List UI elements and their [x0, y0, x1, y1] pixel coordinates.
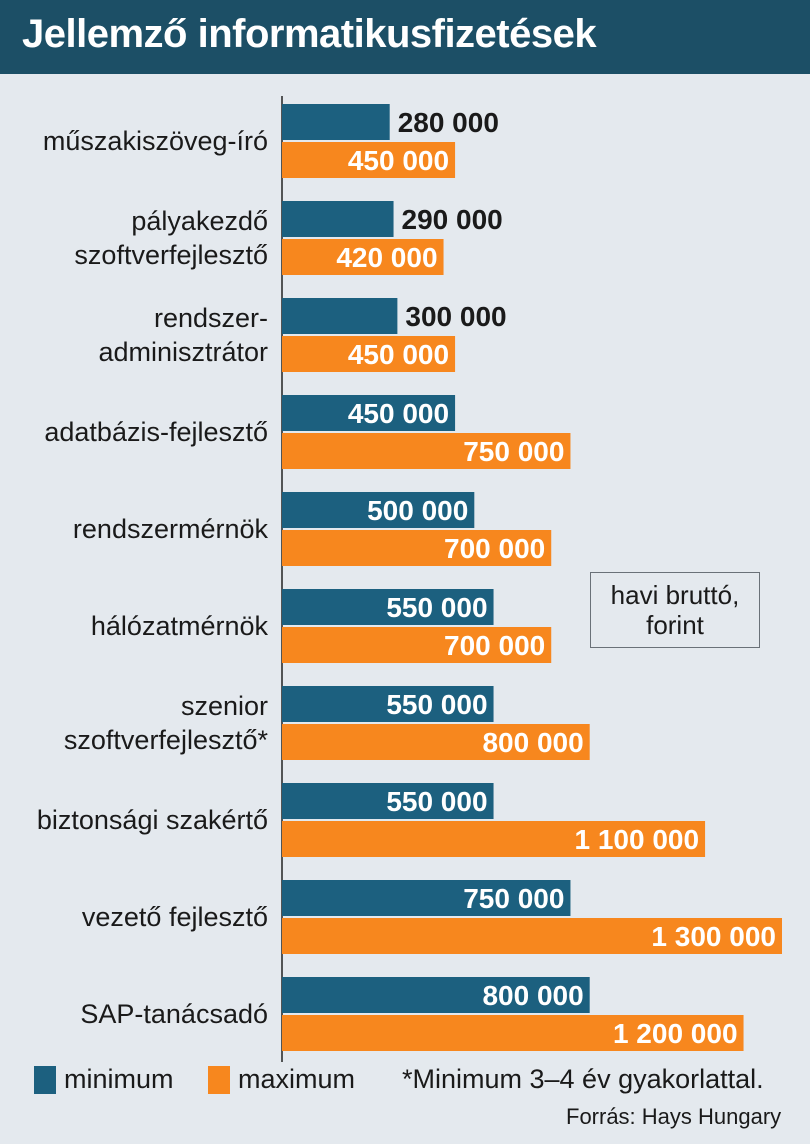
- value-label-minimum: 450 000: [348, 398, 449, 429]
- legend-label-maximum: maximum: [238, 1064, 356, 1094]
- bar-minimum: [282, 880, 571, 916]
- page-title: Jellemző informatikusfizetések: [22, 12, 597, 56]
- value-label-maximum: 800 000: [482, 727, 583, 758]
- category-label: biztonsági szakértő: [37, 805, 268, 835]
- value-label-maximum: 1 300 000: [651, 921, 776, 952]
- bar-maximum: [282, 821, 706, 857]
- category-label: hálózatmérnök: [91, 611, 269, 641]
- value-label-minimum: 800 000: [482, 980, 583, 1011]
- legend-item-maximum: maximum: [208, 1064, 355, 1095]
- bar-minimum: [282, 201, 394, 237]
- bar-maximum: [282, 918, 782, 954]
- bar-maximum: [282, 724, 590, 760]
- value-label-maximum: 750 000: [463, 436, 564, 467]
- category-label: rendszermérnök: [73, 514, 269, 544]
- header-bar: Jellemző informatikusfizetések: [0, 0, 810, 74]
- unit-note-box: havi bruttó, forint: [590, 572, 760, 648]
- category-label: vezető fejlesztő: [82, 902, 268, 932]
- value-label-maximum: 420 000: [336, 242, 437, 273]
- unit-note-line2: forint: [646, 610, 704, 640]
- footnote: *Minimum 3–4 év gyakorlattal.: [402, 1064, 764, 1094]
- bar-maximum: [282, 142, 456, 178]
- value-label-minimum: 550 000: [386, 689, 487, 720]
- bar-maximum: [282, 239, 444, 275]
- value-label-maximum: 1 200 000: [613, 1018, 738, 1049]
- category-label: szenior szoftverfejlesztő*: [64, 691, 269, 755]
- bar-minimum: [282, 395, 456, 431]
- legend-label-minimum: minimum: [64, 1064, 174, 1094]
- value-label-minimum: 500 000: [367, 495, 468, 526]
- value-label-maximum: 700 000: [444, 533, 545, 564]
- bar-minimum: [282, 783, 494, 819]
- value-label-minimum: 290 000: [402, 204, 503, 235]
- category-label: rendszer-adminisztrátor: [98, 303, 268, 367]
- bar-minimum: [282, 298, 398, 334]
- legend-swatch-maximum: [208, 1065, 230, 1094]
- bar-minimum: [282, 589, 494, 625]
- category-label: műszakiszöveg-író: [43, 126, 268, 156]
- legend-item-minimum: minimum: [34, 1064, 174, 1095]
- bar-minimum: [282, 686, 494, 722]
- value-label-maximum: 1 100 000: [574, 824, 699, 855]
- unit-note-line1: havi bruttó,: [610, 580, 740, 610]
- value-label-minimum: 300 000: [405, 301, 506, 332]
- bar-maximum: [282, 530, 552, 566]
- bar-minimum: [282, 977, 590, 1013]
- value-label-minimum: 550 000: [386, 592, 487, 623]
- source-credit: Forrás: Hays Hungary: [566, 1104, 782, 1129]
- legend-swatch-minimum: [34, 1065, 56, 1094]
- value-label-maximum: 450 000: [348, 145, 449, 176]
- value-label-maximum: 700 000: [444, 630, 545, 661]
- category-label: pályakezdő szoftverfejlesztő: [74, 206, 268, 270]
- category-label: SAP-tanácsadó: [80, 999, 268, 1029]
- value-label-minimum: 280 000: [398, 107, 499, 138]
- bar-maximum: [282, 336, 456, 372]
- bar-minimum: [282, 492, 475, 528]
- bar-maximum: [282, 433, 571, 469]
- value-label-maximum: 450 000: [348, 339, 449, 370]
- value-label-minimum: 750 000: [463, 883, 564, 914]
- bar-maximum: [282, 1015, 744, 1051]
- bar-minimum: [282, 104, 390, 140]
- salary-bar-chart: műszakiszöveg-író 280 000 450 000 pályakezd…: [37, 96, 782, 1062]
- bar-maximum: [282, 627, 552, 663]
- value-label-minimum: 550 000: [386, 786, 487, 817]
- category-label: adatbázis-fejlesztő: [44, 417, 268, 447]
